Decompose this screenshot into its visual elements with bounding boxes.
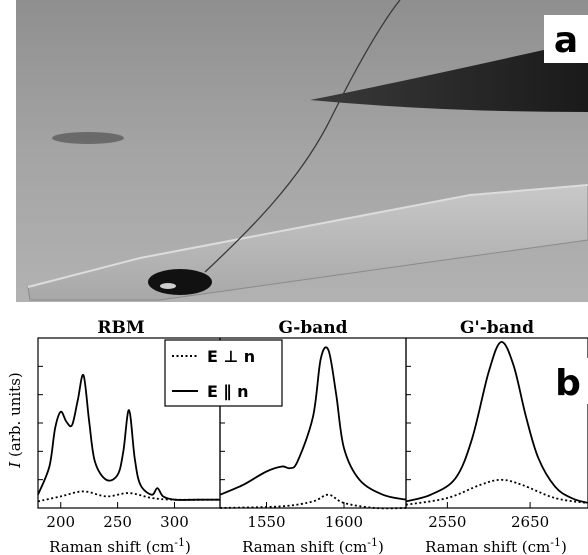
rbm-title: RBM <box>97 318 144 338</box>
rbm-plot: 200 250 300 <box>37 337 221 531</box>
g-band-title: G-band <box>278 318 347 338</box>
legend-box <box>164 339 283 407</box>
g-band-plot: 1550 1600 <box>219 337 407 531</box>
droplet-highlight <box>160 283 176 289</box>
x-axis-label-0: Raman shift (cm-1) <box>49 536 191 555</box>
g-prime-band-plot: 2550 2650 <box>405 337 588 531</box>
slide-edge-highlight <box>27 184 588 288</box>
g-band-par-series <box>219 346 407 501</box>
g-prime-band-perp-series <box>405 478 588 506</box>
x-axis-label-1: Raman shift (cm-1) <box>242 536 384 555</box>
photo-smudge <box>52 132 124 144</box>
fiber <box>204 0 401 273</box>
g-band-x-tick-label: 1600 <box>325 513 363 531</box>
g-prime-band-x-tick-label: 2650 <box>511 513 549 531</box>
y-axis-label: I (arb. units) <box>6 372 24 469</box>
rbm-perp-series <box>37 490 221 503</box>
y-axis-unit: (arb. units) <box>6 372 24 457</box>
y-axis-symbol: I <box>6 461 24 469</box>
droplet <box>148 269 212 295</box>
legend-par-label: E ∥ n <box>207 382 248 401</box>
legend: E ⊥ n E ∥ n <box>164 339 283 407</box>
photo-panel: a <box>16 0 588 302</box>
panel-b-label-box <box>548 358 588 404</box>
g-prime-band-x-tick-label: 2550 <box>428 513 466 531</box>
g-prime-band-par-series <box>405 341 588 504</box>
panel-a-label-box <box>544 15 588 63</box>
rbm-x-tick-label: 250 <box>103 513 132 531</box>
legend-perp-label: E ⊥ n <box>207 347 255 366</box>
blade <box>310 40 588 112</box>
g-band-x-tick-label: 1550 <box>247 513 285 531</box>
rbm-x-tick-label: 300 <box>160 513 189 531</box>
raman-spectra-panel: RBM G-band G'-band 200 250 300 1550 1600 25… <box>6 318 588 555</box>
panel-a-label: a <box>554 20 578 61</box>
x-axis-label-2: Raman shift (cm-1) <box>425 536 567 555</box>
rbm-x-tick-label: 200 <box>46 513 75 531</box>
g-prime-band-title: G'-band <box>460 318 534 338</box>
panel-b-label: b <box>555 363 581 404</box>
rbm-par-series <box>37 373 220 501</box>
g-band-perp-series <box>219 493 407 510</box>
